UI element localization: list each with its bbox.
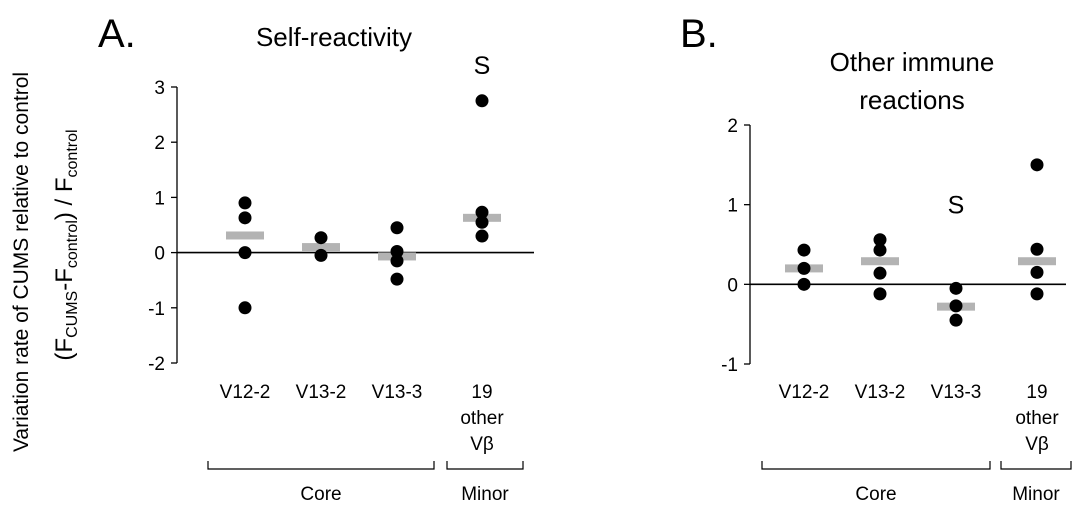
y-tick-label: 3 — [154, 78, 165, 99]
data-point — [390, 254, 404, 268]
data-point — [949, 281, 963, 295]
y-tick-label: 2 — [727, 116, 738, 137]
group-label: Core — [855, 484, 896, 505]
y-tick-label: 0 — [154, 244, 165, 265]
x-category-label: V13-3 — [931, 382, 982, 403]
group-label: Minor — [461, 484, 509, 505]
mean-bar — [1018, 257, 1056, 266]
x-category-label: V13-2 — [855, 382, 906, 403]
data-point — [873, 243, 887, 257]
panel-a: A. Self-reactivity -2 -1 0 1 2 3 V12-2 V13-2 V13… — [98, 12, 534, 505]
y-tick-label: -2 — [148, 354, 165, 375]
x-category-label: other — [460, 408, 504, 429]
mean-bar — [302, 243, 340, 252]
data-point — [873, 233, 887, 247]
data-point — [475, 215, 489, 229]
data-point — [1030, 265, 1044, 279]
data-point — [238, 196, 252, 210]
data-point — [475, 94, 489, 108]
x-category-label: other — [1015, 408, 1059, 429]
panel-a-letter: A. — [98, 12, 136, 56]
group-label: Core — [300, 484, 341, 505]
data-point — [390, 244, 404, 258]
data-point — [390, 221, 404, 235]
group-bracket-minor — [1000, 461, 1072, 470]
data-point — [797, 261, 811, 275]
data-point — [873, 266, 887, 280]
data-point — [314, 248, 328, 262]
panel-b: B. Other immune reactions -1 0 1 2 V12-2 V13-… — [680, 12, 1072, 505]
data-point — [238, 246, 252, 260]
data-point — [797, 277, 811, 291]
panel-a-title: Self-reactivity — [256, 22, 412, 52]
mean-bar — [861, 257, 899, 266]
data-point — [390, 272, 404, 286]
x-category-label: V13-2 — [296, 382, 347, 403]
data-point — [797, 243, 811, 257]
data-point — [873, 287, 887, 301]
x-category-label: Vβ — [470, 434, 494, 455]
data-point — [949, 299, 963, 313]
data-point — [475, 229, 489, 243]
y-tick-label: 0 — [727, 275, 738, 296]
y-tick-label: -1 — [148, 299, 165, 320]
x-category-label: 19 — [1026, 382, 1047, 403]
x-category-label: 19 — [471, 382, 492, 403]
x-category-label: V13-3 — [372, 382, 423, 403]
y-axis-label-line1: Variation rate of CUMS relative to contr… — [10, 72, 33, 452]
data-point — [1030, 242, 1044, 256]
data-point — [238, 211, 252, 225]
y-tick-label: 1 — [154, 188, 165, 209]
group-bracket-core — [761, 461, 991, 470]
x-category-label: Vβ — [1025, 434, 1049, 455]
data-point — [475, 205, 489, 219]
x-category-label: V12-2 — [779, 382, 830, 403]
mean-bar — [226, 231, 264, 240]
panel-b-title-line2: reactions — [859, 85, 965, 115]
data-point — [314, 231, 328, 245]
group-bracket-minor — [446, 461, 524, 470]
data-point — [1030, 158, 1044, 172]
data-point — [1030, 287, 1044, 301]
significance-label: S — [474, 52, 491, 80]
y-tick-label: 1 — [727, 196, 738, 217]
y-axis-label: Variation rate of CUMS relative to contr… — [10, 72, 81, 452]
panel-b-letter: B. — [680, 12, 718, 56]
x-category-label: V12-2 — [220, 382, 271, 403]
y-tick-label: 2 — [154, 133, 165, 154]
significance-label: S — [948, 192, 965, 220]
panel-b-title-line1: Other immune — [830, 47, 995, 77]
group-label: Minor — [1012, 484, 1060, 505]
y-axis-label-line2: (FCUMS-Fcontrol) / Fcontrol — [51, 129, 81, 360]
data-point — [238, 301, 252, 315]
group-bracket-core — [207, 461, 435, 470]
y-tick-label: -1 — [721, 355, 738, 376]
data-point — [949, 313, 963, 327]
